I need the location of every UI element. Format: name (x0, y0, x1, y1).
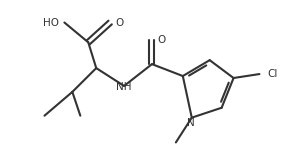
Text: O: O (115, 18, 123, 27)
Text: NH: NH (116, 82, 132, 92)
Text: Cl: Cl (267, 69, 278, 79)
Text: N: N (187, 118, 195, 128)
Text: HO: HO (44, 18, 59, 27)
Text: O: O (157, 35, 165, 45)
